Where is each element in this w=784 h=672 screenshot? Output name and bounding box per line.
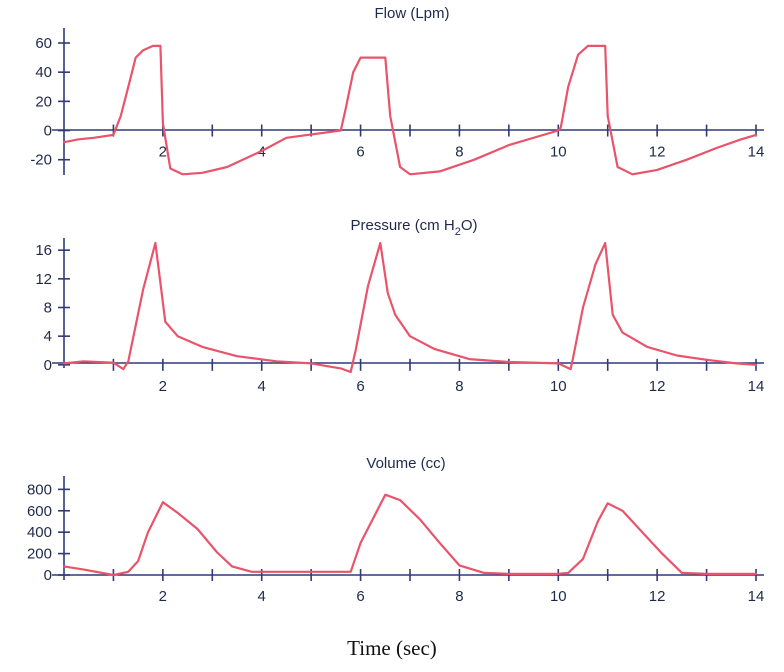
flow-x-tick-label: 8 (455, 144, 463, 161)
volume-axes (52, 476, 764, 580)
flow-chart-title: Flow (Lpm) (374, 5, 449, 22)
pressure-x-ticks: 2 4 6 8 10 12 14 (112, 358, 765, 395)
flow-x-tick-label: 14 (748, 144, 765, 161)
flow-x-tick-label: 2 (159, 144, 167, 161)
volume-y-tick-label: 400 (27, 524, 52, 541)
volume-x-tick-label: 8 (455, 588, 463, 605)
volume-y-tick-label: 800 (27, 481, 52, 498)
pressure-chart-title: Pressure (cm H2O) (351, 217, 478, 238)
pressure-y-tick-label: 0 (44, 357, 52, 374)
volume-chart: Volume (cc) 2 4 6 8 10 12 14 800 600 400 200 0 (27, 455, 764, 605)
flow-y-tick-label: -20 (30, 152, 52, 169)
pressure-x-tick-label: 10 (550, 378, 567, 395)
x-axis-label: Time (sec) (347, 636, 437, 660)
flow-y-tick-label: 20 (35, 93, 52, 110)
flow-x-tick-label: 6 (356, 144, 364, 161)
flow-y-tick-label: 40 (35, 64, 52, 81)
pressure-x-tick-label: 6 (356, 378, 364, 395)
pressure-y-ticks: 16 12 8 4 0 (35, 242, 70, 374)
flow-x-tick-label: 12 (649, 144, 666, 161)
pressure-x-tick-label: 2 (159, 378, 167, 395)
volume-x-tick-label: 14 (748, 588, 765, 605)
pressure-y-tick-label: 4 (44, 328, 52, 345)
flow-x-tick-label: 10 (550, 144, 567, 161)
volume-x-tick-label: 4 (258, 588, 266, 605)
volume-y-tick-label: 600 (27, 503, 52, 520)
pressure-chart: Pressure (cm H2O) 2 4 6 8 10 12 14 16 12 8 4 0 (35, 217, 764, 395)
volume-y-ticks: 800 600 400 200 0 (27, 481, 70, 584)
volume-y-tick-label: 0 (44, 567, 52, 584)
pressure-waveform-line (62, 241, 758, 374)
volume-x-tick-label: 10 (550, 588, 567, 605)
flow-waveform-line (62, 44, 758, 176)
volume-waveform-line (62, 493, 758, 577)
flow-y-tick-label: 60 (35, 35, 52, 52)
volume-x-tick-label: 6 (356, 588, 364, 605)
pressure-x-tick-label: 8 (455, 378, 463, 395)
pressure-x-tick-label: 4 (258, 378, 266, 395)
pressure-x-tick-label: 14 (748, 378, 765, 395)
pressure-axes (52, 238, 764, 368)
flow-y-ticks: 60 40 20 0 -20 (30, 35, 70, 169)
flow-y-tick-label: 0 (44, 123, 52, 140)
pressure-y-tick-label: 8 (44, 300, 52, 317)
pressure-y-tick-label: 12 (35, 271, 52, 288)
volume-chart-title: Volume (cc) (366, 455, 445, 472)
volume-y-tick-label: 200 (27, 546, 52, 563)
volume-x-tick-label: 12 (649, 588, 666, 605)
volume-x-tick-label: 2 (159, 588, 167, 605)
volume-x-ticks: 2 4 6 8 10 12 14 (112, 569, 765, 605)
pressure-x-tick-label: 12 (649, 378, 666, 395)
pressure-y-tick-label: 16 (35, 242, 52, 259)
